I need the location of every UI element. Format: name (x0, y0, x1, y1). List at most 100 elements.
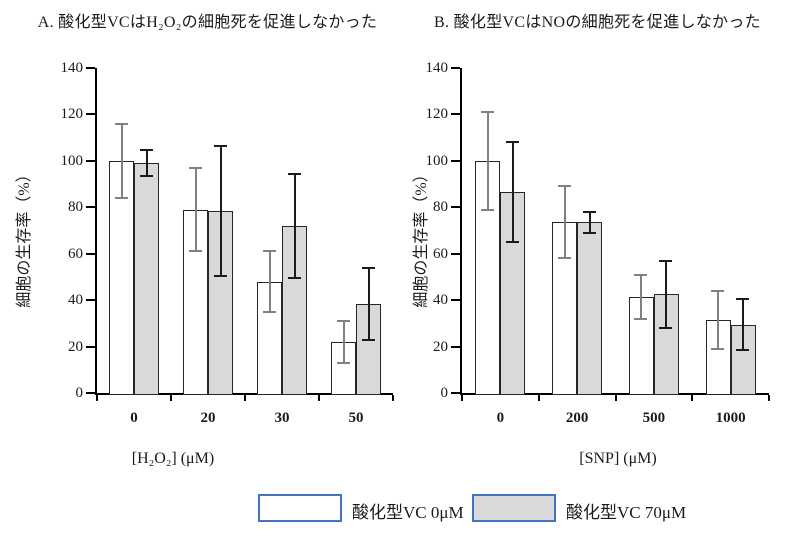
error-bar (563, 186, 566, 259)
error-bar (665, 260, 668, 328)
error-bar-cap (139, 149, 153, 152)
error-bar-cap (582, 231, 596, 234)
bar-open-series (705, 319, 731, 395)
error-bar-cap (361, 266, 375, 269)
y-tick-label: 60 (433, 245, 448, 262)
error-bar-cap (634, 273, 648, 276)
x-axis-tick (691, 395, 694, 401)
x-axis-tick (244, 395, 246, 401)
error-bar-cap (114, 122, 128, 125)
x-axis-tick (170, 395, 172, 401)
error-bar-cap (262, 250, 276, 253)
y-tick-label: 0 (75, 385, 84, 401)
bar-open-series (109, 160, 134, 395)
y-tick-label: 0 (440, 385, 449, 401)
bar-filled-series (577, 222, 603, 395)
error-bar (486, 112, 489, 210)
error-bar (194, 167, 197, 252)
error-bar-cap (336, 320, 350, 323)
error-bar-cap (336, 361, 350, 364)
y-tick-label: 80 (68, 199, 83, 216)
error-bar (145, 150, 148, 176)
error-bar (268, 251, 271, 312)
bar-filled-series (134, 163, 159, 395)
error-bar-cap (188, 250, 202, 253)
error-bar-cap (505, 241, 519, 244)
panel-b-plot: 0 20 40 60 80 100 120 140 0 200 500 1000 (426, 60, 770, 426)
bar-filled-series (653, 294, 679, 395)
error-bar-cap (505, 141, 519, 144)
error-bar-cap (557, 257, 571, 260)
error-bar-cap (213, 274, 227, 277)
x-tick-label: 0 (496, 410, 505, 426)
error-bar-cap (711, 289, 725, 292)
panel-a-y-axis-label: 細胞の生存率（%） (16, 166, 33, 308)
y-tick-label: 120 (60, 106, 84, 123)
y-axis-tick (451, 113, 460, 116)
x-axis-tick (461, 395, 463, 401)
bar-open-series (257, 281, 282, 395)
y-axis-tick (451, 252, 460, 255)
x-tick-label: 20 (200, 410, 216, 426)
y-tick-label: 20 (433, 338, 448, 355)
error-bar (293, 173, 296, 279)
y-tick-label: 140 (60, 60, 84, 76)
panel-b-x-axis-label: [SNP] (μM) (579, 450, 657, 467)
error-bar-cap (736, 297, 750, 300)
y-tick-label: 40 (433, 292, 448, 309)
y-axis-tick (451, 206, 460, 209)
y-axis-tick (86, 345, 95, 348)
error-bar (120, 123, 123, 198)
error-bar (219, 145, 222, 276)
y-tick-label: 100 (60, 152, 84, 169)
y-axis-tick (451, 299, 460, 302)
y-axis-tick (451, 159, 460, 162)
y-axis-tick (451, 345, 460, 348)
legend-label-open-bar: 酸化型VC 0μM (352, 503, 464, 522)
panel-a-plot: 0 20 40 60 80 100 120 140 0 20 30 50 (61, 60, 394, 426)
error-bar-cap (736, 349, 750, 352)
x-axis-tick (537, 395, 540, 401)
error-bar-cap (557, 185, 571, 188)
x-tick-label: 0 (130, 410, 138, 426)
error-bar (640, 274, 643, 319)
x-tick-label: 50 (348, 410, 364, 426)
error-bar-cap (634, 317, 648, 320)
error-bar-cap (480, 111, 494, 114)
error-bar (511, 142, 514, 243)
error-bar-cap (480, 208, 494, 211)
error-bar-cap (213, 144, 227, 147)
error-bar (588, 211, 591, 233)
y-axis-tick (86, 67, 95, 69)
y-axis-tick (86, 159, 95, 162)
error-bar-cap (188, 166, 202, 169)
x-axis-tick (392, 395, 394, 401)
y-tick-label: 80 (433, 199, 448, 216)
error-bar (342, 321, 345, 363)
x-tick-label: 200 (565, 410, 589, 426)
y-axis-tick (86, 252, 95, 255)
error-bar-cap (711, 347, 725, 350)
x-tick-label: 1000 (715, 410, 746, 426)
y-tick-label: 140 (425, 60, 449, 76)
x-tick-label: 30 (274, 410, 290, 426)
y-axis-tick (86, 299, 95, 302)
legend-label-filled-bar: 酸化型VC 70μM (566, 503, 687, 522)
x-axis-tick (768, 395, 770, 401)
legend-swatch-open-bar (258, 494, 342, 522)
y-tick-label: 120 (425, 106, 449, 123)
error-bar-cap (262, 310, 276, 313)
legend-swatch-filled-bar (472, 494, 556, 522)
y-tick-label: 60 (68, 245, 83, 262)
panel-b-title: B. 酸化型VCはNOの細胞死を促進しなかった (434, 14, 761, 31)
x-axis-tick (318, 395, 320, 401)
x-axis-tick (614, 395, 617, 401)
y-axis-tick (86, 392, 95, 394)
y-axis-tick (451, 392, 460, 394)
y-axis-tick (451, 67, 460, 69)
y-tick-label: 20 (68, 338, 83, 355)
error-bar (742, 298, 745, 351)
error-bar-cap (139, 174, 153, 177)
y-axis-tick (86, 113, 95, 116)
error-bar-cap (361, 338, 375, 341)
